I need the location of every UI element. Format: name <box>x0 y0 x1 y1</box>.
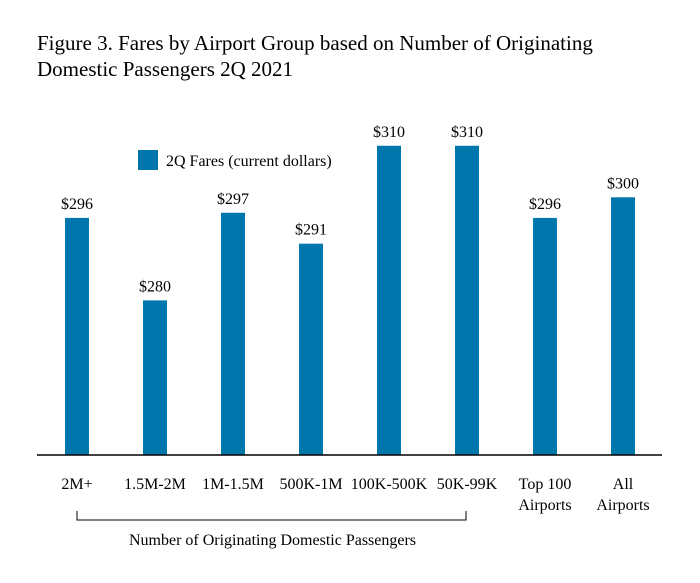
chart-title-line: Figure 3. Fares by Airport Group based o… <box>37 31 593 55</box>
category-label: All <box>613 476 634 493</box>
bars <box>65 145 635 456</box>
category-label: Airports <box>518 497 571 514</box>
legend: 2Q Fares (current dollars) <box>138 150 332 170</box>
category-label: 100K-500K <box>351 476 428 493</box>
bar <box>299 243 323 455</box>
data-label: $291 <box>295 222 327 239</box>
category-label: 500K-1M <box>279 476 342 493</box>
bar <box>377 145 401 455</box>
data-label: $296 <box>61 196 93 213</box>
bracket-label: Number of Originating Domestic Passenger… <box>129 532 416 549</box>
chart-title: Figure 3. Fares by Airport Group based o… <box>37 31 593 81</box>
chart-title-line: Domestic Passengers 2Q 2021 <box>37 57 293 81</box>
data-labels: $296 $280 $297 $291 $310 $310 $296 $300 <box>61 124 639 296</box>
bar <box>533 217 557 455</box>
data-label: $280 <box>139 278 171 295</box>
data-label: $310 <box>451 124 483 141</box>
legend-swatch <box>138 150 158 170</box>
bar <box>611 197 635 456</box>
x-axis: 2M+ 1.5M-2M 1M-1.5M 500K-1M 100K-500K 50K-99K… <box>37 454 662 514</box>
data-label: $297 <box>217 191 249 208</box>
legend-label: 2Q Fares (current dollars) <box>166 153 332 170</box>
data-label: $300 <box>607 175 639 192</box>
bar <box>221 212 245 455</box>
category-label: 2M+ <box>61 476 92 493</box>
data-label: $310 <box>373 124 405 141</box>
category-label: 1M-1.5M <box>202 476 264 493</box>
data-label: $296 <box>529 196 561 213</box>
bracket-line <box>76 511 467 521</box>
bar <box>143 300 167 455</box>
category-bracket: Number of Originating Domestic Passenger… <box>76 511 467 549</box>
bar <box>455 145 479 455</box>
category-label: 1.5M-2M <box>124 476 186 493</box>
category-label: 50K-99K <box>437 476 498 493</box>
category-label: Top 100 <box>519 476 572 493</box>
bar <box>65 217 89 455</box>
category-label: Airports <box>596 497 649 514</box>
